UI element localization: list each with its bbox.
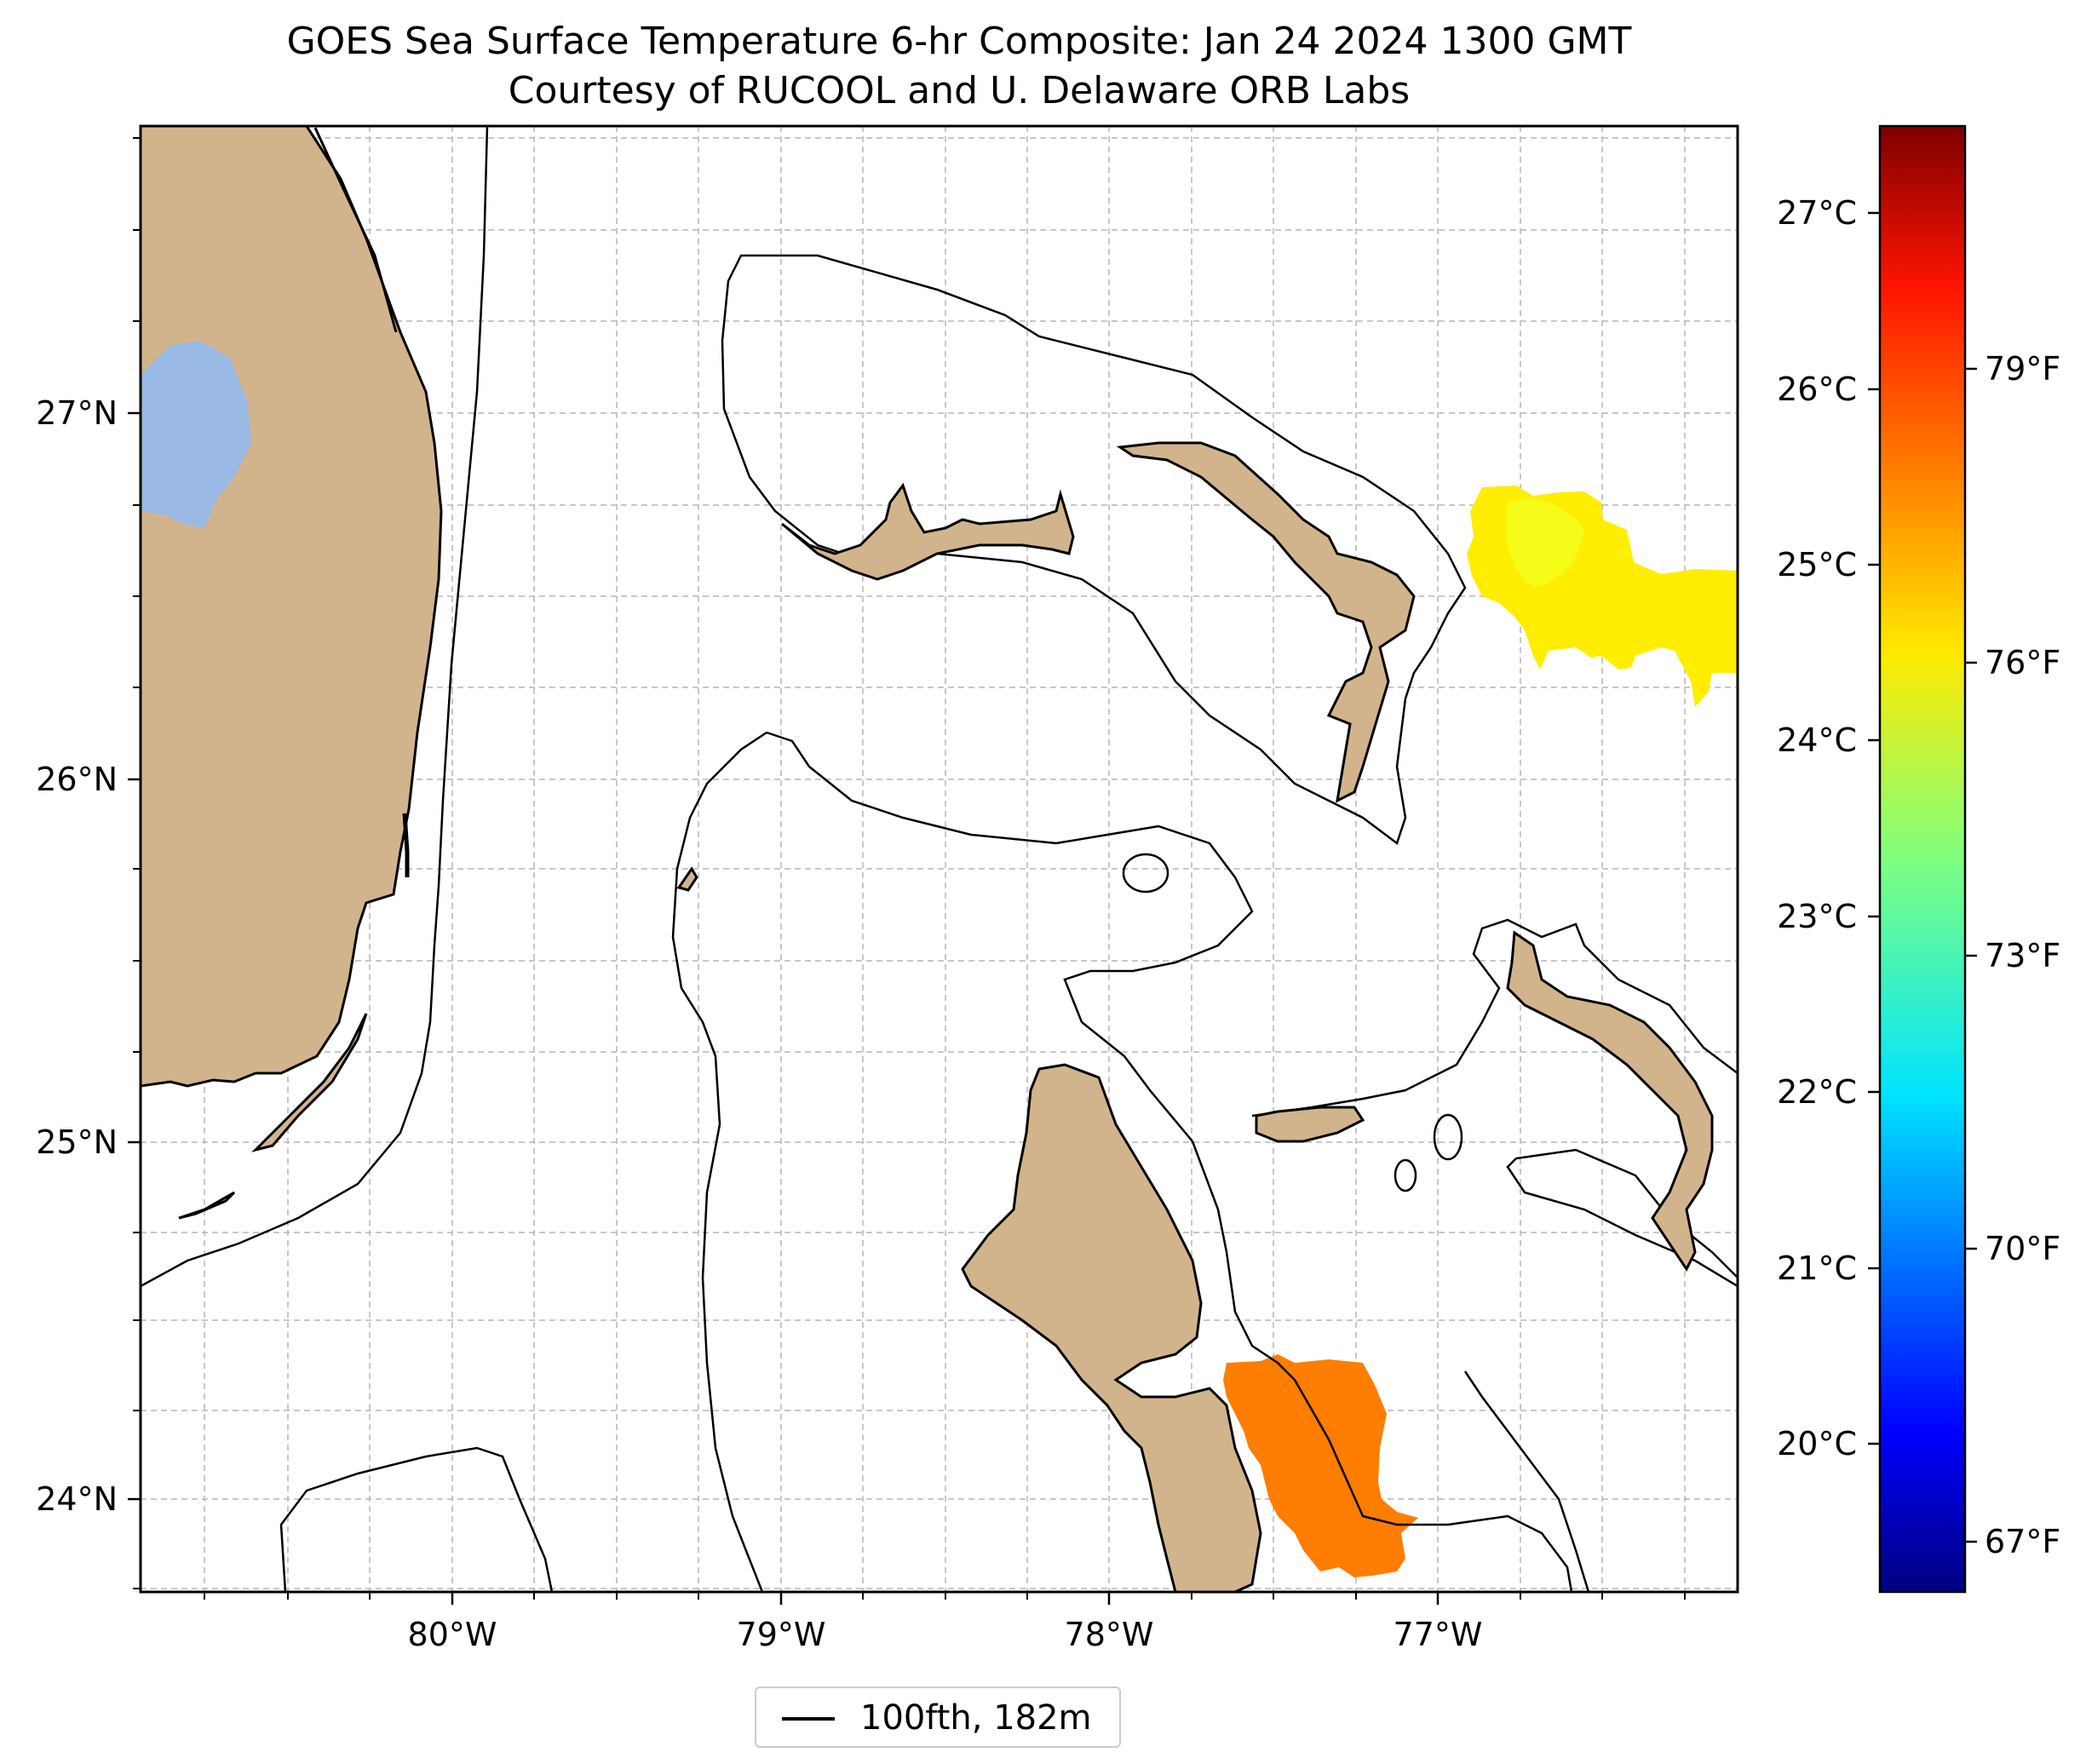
- grand-bahama-land: [781, 482, 1075, 581]
- celsius-tick-label: 25°C: [1777, 546, 1857, 583]
- colorbar: [1878, 124, 1967, 1594]
- fahrenheit-tick-label: 76°F: [1985, 644, 2060, 681]
- celsius-tick-label: 22°C: [1777, 1073, 1857, 1111]
- map-area: [141, 126, 1738, 1592]
- legend-line-swatch: [782, 1717, 835, 1721]
- lon-tick-label: 80°W: [408, 1616, 497, 1653]
- map-frame: [139, 124, 1739, 1594]
- legend: 100fth, 182m: [755, 1686, 1121, 1748]
- eleuthera-land: [1506, 930, 1714, 1272]
- fahrenheit-tick-label: 70°F: [1985, 1230, 2060, 1267]
- lon-tick-label: 79°W: [737, 1616, 826, 1653]
- sst-patch-south: [1223, 1354, 1418, 1577]
- map-title: GOES Sea Surface Temperature 6-hr Compos…: [286, 20, 1632, 63]
- lon-tick-label: 78°W: [1065, 1616, 1154, 1653]
- celsius-tick-label: 23°C: [1777, 898, 1857, 935]
- sst-patch-northeast: [1467, 486, 1738, 707]
- lat-tick-label: 27°N: [36, 394, 118, 432]
- fahrenheit-tick-label: 67°F: [1985, 1523, 2060, 1560]
- map-subtitle: Courtesy of RUCOOL and U. Delaware ORB L…: [508, 69, 1411, 112]
- fahrenheit-tick-label: 79°F: [1985, 350, 2060, 388]
- celsius-tick-label: 20°C: [1777, 1425, 1857, 1462]
- celsius-tick-label: 26°C: [1777, 371, 1857, 408]
- celsius-tick-label: 27°C: [1777, 194, 1857, 232]
- lake-okeechobee: [141, 341, 251, 528]
- legend-label: 100fth, 182m: [860, 1698, 1092, 1738]
- fahrenheit-tick-label: 73°F: [1985, 937, 2060, 974]
- celsius-tick-label: 21°C: [1777, 1250, 1857, 1287]
- new-providence-land: [1255, 1106, 1365, 1143]
- celsius-tick-label: 24°C: [1777, 721, 1857, 759]
- lat-tick-label: 26°N: [36, 761, 118, 798]
- andros-land: [961, 1063, 1262, 1592]
- abaco-land: [1116, 441, 1416, 803]
- lat-tick-label: 25°N: [36, 1123, 118, 1161]
- contour-100fth: [141, 126, 1738, 1592]
- lat-tick-label: 24°N: [36, 1480, 118, 1518]
- florida-keys: [178, 1013, 368, 1220]
- lon-tick-label: 77°W: [1394, 1616, 1483, 1653]
